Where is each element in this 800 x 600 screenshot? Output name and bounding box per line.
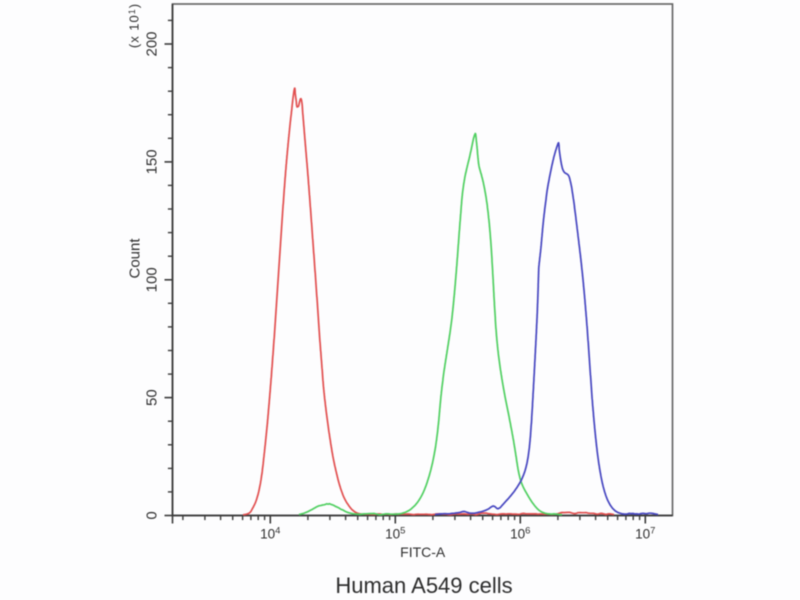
svg-text:Count: Count	[127, 238, 144, 279]
svg-text:0: 0	[144, 511, 161, 519]
svg-text:104: 104	[260, 526, 280, 542]
svg-text:100: 100	[144, 267, 161, 292]
svg-text:50: 50	[144, 389, 161, 406]
svg-text:FITC-A: FITC-A	[400, 544, 446, 560]
svg-text:106: 106	[510, 526, 530, 542]
svg-text:150: 150	[144, 149, 161, 174]
svg-text:200: 200	[144, 31, 161, 56]
svg-text:107: 107	[635, 526, 655, 542]
svg-text:105: 105	[385, 526, 405, 542]
svg-text:(x 101): (x 101)	[127, 3, 142, 48]
